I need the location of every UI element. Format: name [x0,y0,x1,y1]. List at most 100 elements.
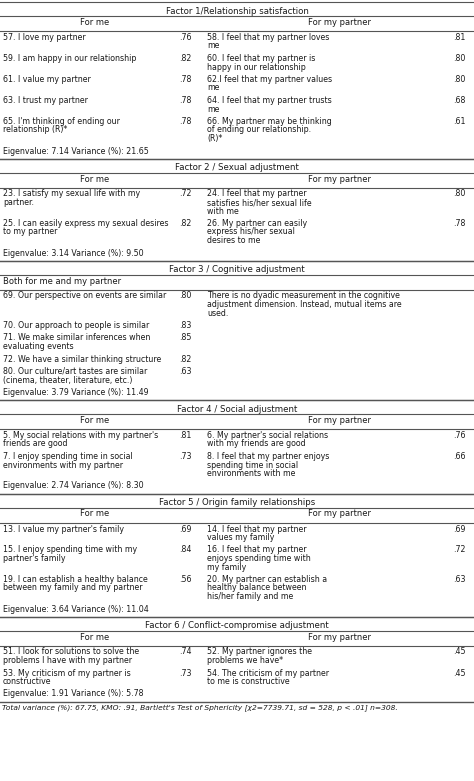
Text: 80. Our culture/art tastes are similar: 80. Our culture/art tastes are similar [3,367,147,376]
Text: Eigenvalue: 7.14 Variance (%): 21.65: Eigenvalue: 7.14 Variance (%): 21.65 [3,147,149,155]
Text: relationship (R)*: relationship (R)* [3,126,67,134]
Text: 66. My partner may be thinking: 66. My partner may be thinking [207,117,332,126]
Text: Eigenvalue: 3.14 Variance (%): 9.50: Eigenvalue: 3.14 Variance (%): 9.50 [3,248,144,258]
Text: with me: with me [207,206,239,216]
Text: evaluating events: evaluating events [3,342,73,351]
Text: 53. My criticism of my partner is: 53. My criticism of my partner is [3,669,131,677]
Text: .69: .69 [179,525,191,533]
Text: .66: .66 [454,452,466,461]
Text: to me is constructive: to me is constructive [207,677,290,686]
Text: For my partner: For my partner [309,174,372,184]
Text: Factor 4 / Social adjustment: Factor 4 / Social adjustment [177,405,297,414]
Text: Eigenvalue: 1.91 Variance (%): 5.78: Eigenvalue: 1.91 Variance (%): 5.78 [3,690,144,698]
Text: 7. I enjoy spending time in social: 7. I enjoy spending time in social [3,452,133,461]
Text: .63: .63 [454,575,466,584]
Text: For me: For me [81,633,109,641]
Text: For my partner: For my partner [309,416,372,425]
Text: .72: .72 [454,545,466,555]
Text: Total variance (%): 67.75, KMO: .91, Bartlett's Test of Sphericity [χ2=7739.71, : Total variance (%): 67.75, KMO: .91, Bar… [2,704,398,711]
Text: satisfies his/her sexual life: satisfies his/her sexual life [207,198,311,207]
Text: values my family: values my family [207,533,274,542]
Text: 65. I'm thinking of ending our: 65. I'm thinking of ending our [3,117,120,126]
Text: Factor 3 / Cognitive adjustment: Factor 3 / Cognitive adjustment [169,265,305,274]
Text: .61: .61 [454,117,466,126]
Text: .82: .82 [179,54,191,63]
Text: with my friends are good: with my friends are good [207,440,306,448]
Text: .74: .74 [179,647,191,657]
Text: 59. I am happy in our relationship: 59. I am happy in our relationship [3,54,137,63]
Text: .81: .81 [454,33,466,42]
Text: constructive: constructive [3,677,52,686]
Text: .78: .78 [454,219,466,228]
Text: 5. My social relations with my partner's: 5. My social relations with my partner's [3,431,158,440]
Text: enjoys spending time with: enjoys spending time with [207,554,311,563]
Text: 19. I can establish a healthy balance: 19. I can establish a healthy balance [3,575,148,584]
Text: 13. I value my partner's family: 13. I value my partner's family [3,525,124,533]
Text: me: me [207,84,219,92]
Text: Factor 1/Relationship satisfaction: Factor 1/Relationship satisfaction [165,6,309,16]
Text: 54. The criticism of my partner: 54. The criticism of my partner [207,669,329,677]
Text: 62.I feel that my partner values: 62.I feel that my partner values [207,75,332,84]
Text: For me: For me [81,416,109,425]
Text: .73: .73 [179,669,191,677]
Text: For me: For me [81,174,109,184]
Text: For my partner: For my partner [309,633,372,641]
Text: problems I have with my partner: problems I have with my partner [3,656,132,665]
Text: 6. My partner's social relations: 6. My partner's social relations [207,431,328,440]
Text: 58. I feel that my partner loves: 58. I feel that my partner loves [207,33,329,42]
Text: happy in our relationship: happy in our relationship [207,62,306,72]
Text: 52. My partner ignores the: 52. My partner ignores the [207,647,312,657]
Text: .84: .84 [179,545,191,555]
Text: express his/her sexual: express his/her sexual [207,227,295,237]
Text: There is no dyadic measurement in the cognitive: There is no dyadic measurement in the co… [207,291,400,301]
Text: 72. We have a similar thinking structure: 72. We have a similar thinking structure [3,355,161,363]
Text: .76: .76 [454,431,466,440]
Text: me: me [207,41,219,51]
Text: .78: .78 [179,96,191,105]
Text: .80: .80 [454,190,466,198]
Text: 20. My partner can establish a: 20. My partner can establish a [207,575,327,584]
Text: 61. I value my partner: 61. I value my partner [3,75,91,84]
Text: 8. I feel that my partner enjoys: 8. I feel that my partner enjoys [207,452,329,461]
Text: Eigenvalue: 2.74 Variance (%): 8.30: Eigenvalue: 2.74 Variance (%): 8.30 [3,482,144,490]
Text: .76: .76 [179,33,191,42]
Text: .68: .68 [454,96,466,105]
Text: .83: .83 [179,321,191,330]
Text: .78: .78 [179,75,191,84]
Text: environments with me: environments with me [207,469,295,478]
Text: .63: .63 [179,367,191,376]
Text: partner's family: partner's family [3,554,65,563]
Text: 23. I satisfy my sexual life with my: 23. I satisfy my sexual life with my [3,190,140,198]
Text: .80: .80 [454,54,466,63]
Text: Both for me and my partner: Both for me and my partner [3,276,121,286]
Text: healthy balance between: healthy balance between [207,583,307,593]
Text: 70. Our approach to people is similar: 70. Our approach to people is similar [3,321,149,330]
Text: (cinema, theater, literature, etc.): (cinema, theater, literature, etc.) [3,376,132,384]
Text: For me: For me [81,509,109,519]
Text: my family: my family [207,562,246,572]
Text: environments with my partner: environments with my partner [3,461,123,469]
Text: 64. I feel that my partner trusts: 64. I feel that my partner trusts [207,96,332,105]
Text: 69. Our perspective on events are similar: 69. Our perspective on events are simila… [3,291,166,301]
Text: 26. My partner can easily: 26. My partner can easily [207,219,307,228]
Text: 60. I feel that my partner is: 60. I feel that my partner is [207,54,315,63]
Text: me: me [207,105,219,113]
Text: For my partner: For my partner [309,18,372,27]
Text: .81: .81 [179,431,191,440]
Text: desires to me: desires to me [207,236,260,245]
Text: spending time in social: spending time in social [207,461,298,469]
Text: 57. I love my partner: 57. I love my partner [3,33,86,42]
Text: Factor 5 / Origin family relationships: Factor 5 / Origin family relationships [159,498,315,507]
Text: .85: .85 [179,333,191,343]
Text: .78: .78 [179,117,191,126]
Text: used.: used. [207,308,228,318]
Text: 15. I enjoy spending time with my: 15. I enjoy spending time with my [3,545,137,555]
Text: .73: .73 [179,452,191,461]
Text: .45: .45 [454,647,466,657]
Text: .82: .82 [179,219,191,228]
Text: (R)*: (R)* [207,134,222,143]
Text: .80: .80 [179,291,191,301]
Text: 24. I feel that my partner: 24. I feel that my partner [207,190,307,198]
Text: Eigenvalue: 3.79 Variance (%): 11.49: Eigenvalue: 3.79 Variance (%): 11.49 [3,388,148,397]
Text: .82: .82 [179,355,191,363]
